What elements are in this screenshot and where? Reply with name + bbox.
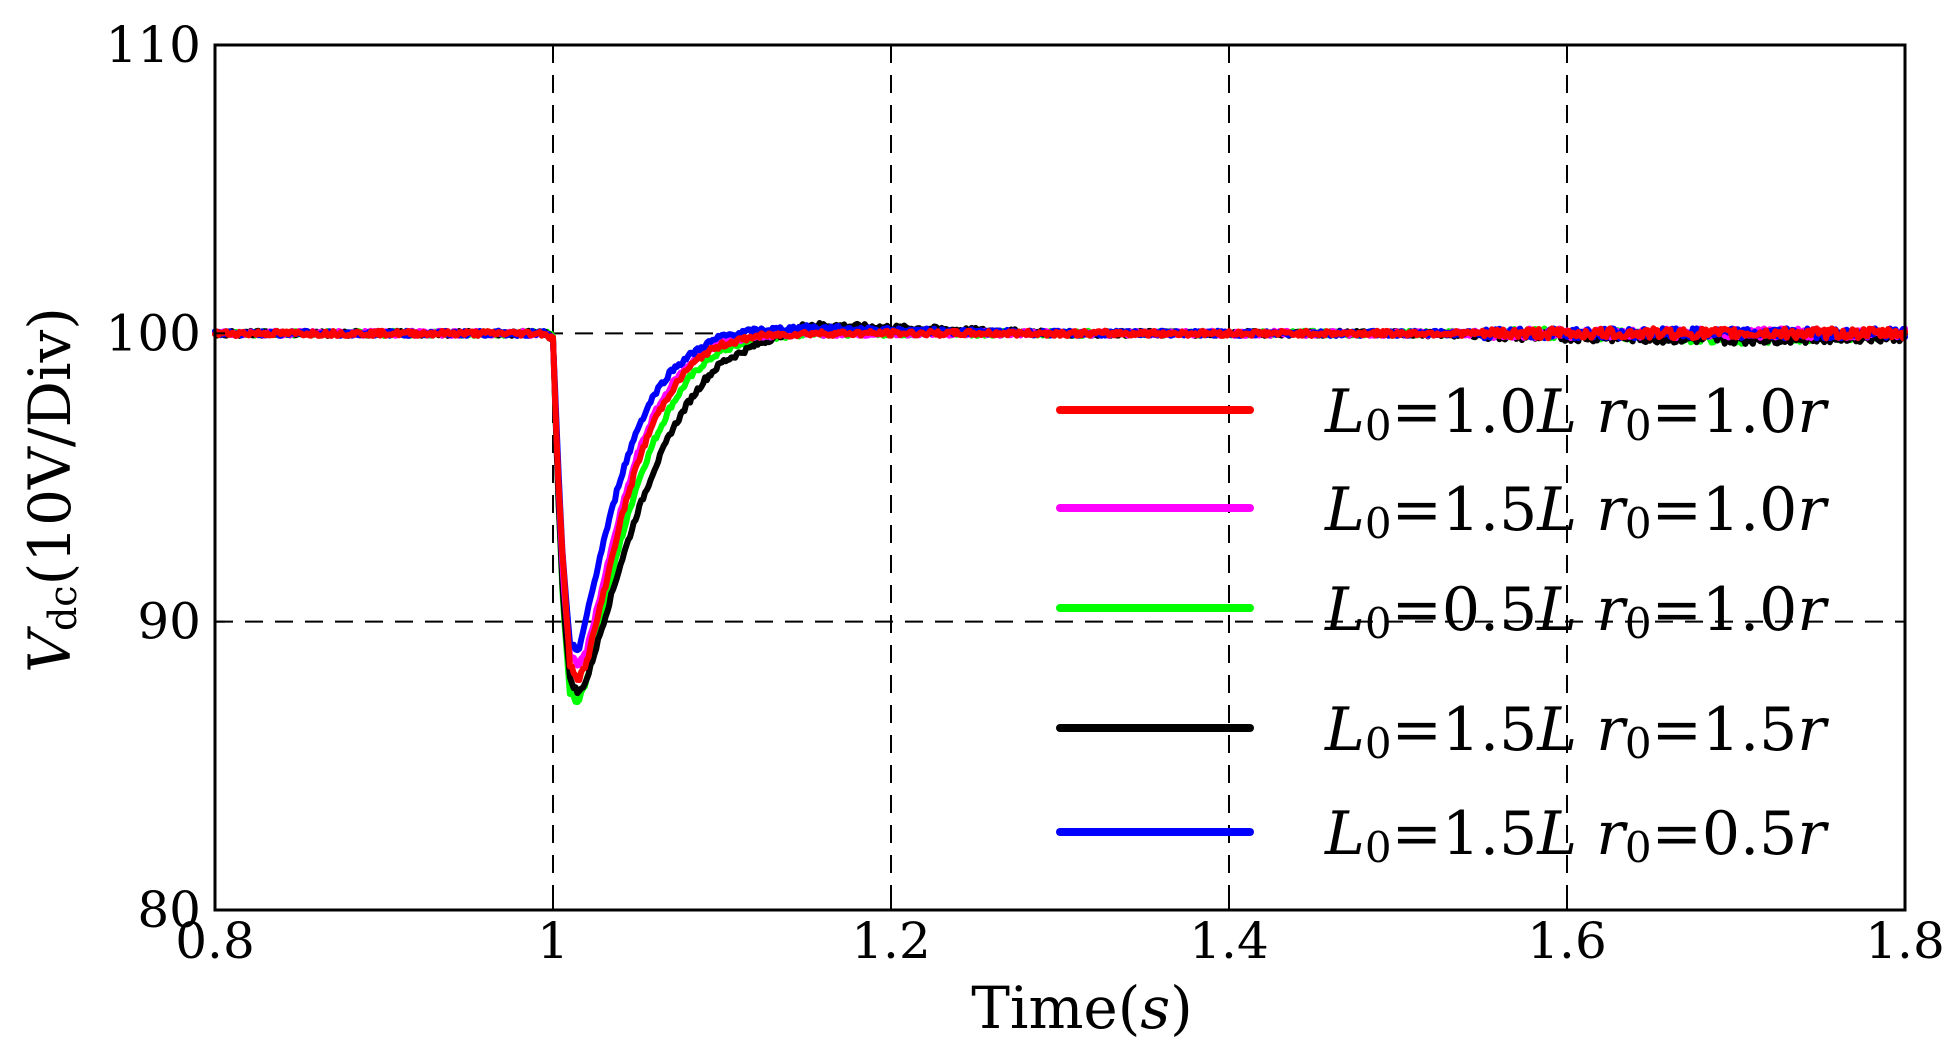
x-tick-label: 1.2 [851, 912, 931, 970]
legend-label-2: L0=0.5L r0=1.0r [1324, 575, 1829, 648]
ticks: 0.8 1 1.2 1.4 1.6 1.8 80 90 100 110 [106, 16, 1945, 970]
x-tick-label: 1.8 [1865, 912, 1945, 970]
x-tick-label: 1 [537, 912, 569, 970]
y-axis-label: Vdc(10V/Div) [16, 307, 85, 673]
x-axis-label: Time(s) [971, 974, 1193, 1042]
series-layer [212, 320, 1908, 706]
legend-label-4: L0=1.5L r0=0.5r [1324, 799, 1829, 872]
legend-label-0: L0=1.0L r0=1.0r [1324, 377, 1829, 450]
y-tick-label: 110 [106, 16, 201, 74]
x-tick-label: 0.8 [175, 912, 255, 970]
legend: L0=1.0L r0=1.0r L0=1.5L r0=1.0r L0=0.5L r0… [1056, 377, 1829, 872]
legend-label-3: L0=1.5L r0=1.5r [1324, 695, 1829, 768]
y-tick-label: 90 [137, 593, 201, 651]
legend-label-1: L0=1.5L r0=1.0r [1324, 475, 1829, 548]
x-tick-label: 1.6 [1527, 912, 1607, 970]
x-tick-label: 1.4 [1189, 912, 1269, 970]
y-tick-label: 100 [106, 304, 201, 362]
series-line-0 [212, 325, 1908, 683]
y-tick-label: 80 [137, 881, 201, 939]
plot-frame [213, 43, 1907, 912]
